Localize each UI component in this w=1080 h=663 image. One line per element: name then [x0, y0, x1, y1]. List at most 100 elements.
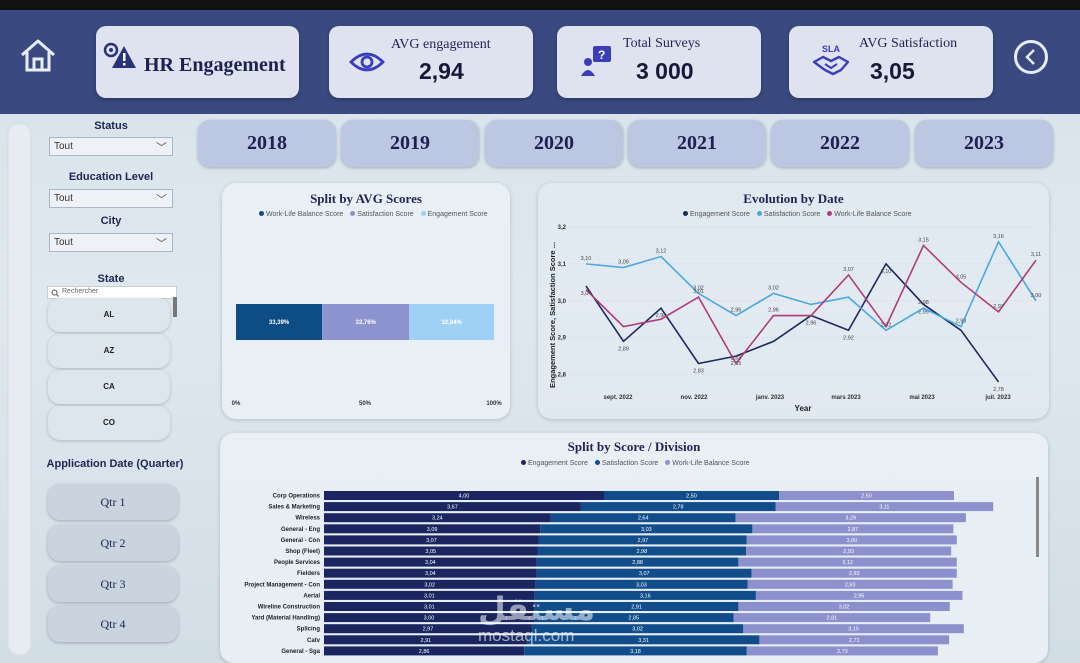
division-bar-segment	[535, 579, 748, 589]
category-label: Wireless	[295, 516, 320, 522]
division-bar-segment	[540, 524, 753, 534]
chart-legend: Engagement Score Satisfaction Score Work…	[678, 211, 912, 218]
x-tick-label: 0%	[232, 401, 241, 407]
division-bar-segment	[536, 557, 739, 567]
category-label: Sales & Marketing	[268, 505, 320, 511]
quarter-item-4[interactable]: Qtr 4	[48, 606, 178, 642]
back-arrow-icon[interactable]	[1014, 40, 1048, 74]
year-button-2020[interactable]: 2020	[485, 120, 623, 167]
division-bar-segment	[537, 546, 747, 556]
education-value: Tout	[54, 193, 73, 204]
kpi-value: 3 000	[636, 58, 694, 84]
y-tick-label: 3,1	[558, 262, 567, 268]
sla-badge: SLA	[822, 44, 841, 54]
chevron-down-icon: ﹀	[156, 238, 167, 250]
division-bar-label: 2,50	[686, 494, 697, 500]
division-bar-segment	[324, 590, 535, 600]
data-label: 3,05	[956, 274, 967, 280]
division-bar-label: 4,00	[459, 494, 470, 500]
status-value: Tout	[54, 141, 73, 152]
state-item-az[interactable]: AZ	[48, 334, 170, 368]
division-bar-label: 3,07	[426, 538, 437, 544]
category-label: Wireline Construction	[258, 605, 321, 611]
division-bar-label: 2,97	[637, 538, 648, 544]
year-button-2019[interactable]: 2019	[341, 120, 479, 167]
chart-title: Split by AVG Scores	[310, 191, 422, 206]
legend-item: Work-Life Balance Score	[834, 211, 912, 218]
division-bar-label: 2,73	[837, 649, 848, 655]
series-line-2	[585, 244, 1037, 365]
division-bar-segment	[779, 491, 954, 500]
quarter-item-3[interactable]: Qtr 3	[48, 566, 178, 602]
division-bar-label: 3,24	[432, 516, 443, 522]
quarter-item-2[interactable]: Qtr 2	[48, 525, 178, 561]
eye-icon	[349, 52, 385, 72]
chevron-down-icon: ﹀	[156, 142, 167, 154]
status-dropdown[interactable]: Tout ﹀	[49, 137, 173, 156]
legend-item: Satisfaction Score	[357, 211, 414, 218]
division-bar-label: 2,50	[861, 494, 872, 500]
division-bar-label: 3,02	[839, 605, 850, 611]
data-label: 2,98	[918, 300, 929, 306]
category-label: General - Con	[281, 538, 321, 544]
data-label: 3,07	[843, 267, 854, 273]
state-item-ca[interactable]: CA	[48, 370, 170, 404]
division-bar-segment	[746, 535, 957, 545]
page-title: HR Engagement	[144, 54, 286, 76]
data-label: 3,10	[881, 269, 892, 275]
home-icon[interactable]	[18, 36, 58, 76]
y-axis-title: Engagement Score, Satisfaction Score ...	[548, 242, 557, 388]
division-bar-label: 2,95	[854, 593, 865, 599]
category-label: General - Eng	[281, 527, 320, 533]
state-item-al[interactable]: AL	[48, 298, 170, 332]
division-bar-label: 2,86	[419, 649, 430, 655]
division-bar-segment	[534, 602, 739, 611]
state-item-co[interactable]: CO	[48, 406, 170, 440]
data-label: 2,99	[918, 309, 929, 315]
division-bar-segment	[524, 646, 747, 656]
category-label: Shop (Fleet)	[285, 549, 320, 555]
year-button-2022[interactable]: 2022	[771, 120, 909, 167]
filter-scrollbar[interactable]	[7, 122, 32, 656]
kpi-avg-engagement: AVG engagement 2,94	[329, 26, 533, 98]
kpi-total-surveys: ? Total Surveys 3 000	[557, 26, 761, 98]
state-list-scrollbar[interactable]	[173, 297, 177, 317]
kpi-label: AVG Satisfaction	[859, 36, 958, 51]
kpi-label: AVG engagement	[391, 37, 491, 52]
division-bar-segment	[324, 502, 581, 512]
division-bar-segment	[324, 579, 536, 589]
data-label: 3,09	[618, 260, 629, 266]
legend-dot	[683, 211, 688, 216]
alert-gear-icon	[103, 42, 136, 68]
year-button-2021[interactable]: 2021	[628, 120, 766, 167]
kpi-value: 3,05	[870, 58, 915, 84]
education-dropdown[interactable]: Tout ﹀	[49, 189, 173, 208]
division-bar-segment	[324, 491, 604, 500]
division-bar-label: 2,85	[628, 616, 639, 622]
data-label: 3,15	[918, 237, 929, 243]
sla-handshake-icon: SLA	[812, 44, 850, 76]
division-bar-segment	[604, 491, 779, 500]
quarter-item-1[interactable]: Qtr 1	[48, 484, 178, 520]
year-button-2018[interactable]: 2018	[198, 120, 336, 167]
division-bar-segment	[324, 602, 535, 611]
division-chart-scrollbar[interactable]	[1036, 477, 1039, 557]
chart-title: Split by Score / Division	[567, 439, 701, 454]
category-label: Fielders	[297, 571, 321, 577]
division-bar-segment	[759, 635, 950, 645]
city-value: Tout	[54, 237, 73, 248]
quarter-label: Application Date (Quarter)	[46, 458, 184, 470]
city-dropdown[interactable]: Tout ﹀	[49, 233, 173, 252]
data-label: 3,04	[581, 291, 592, 297]
legend-item: Satisfaction Score	[601, 460, 659, 467]
year-button-2023[interactable]: 2023	[915, 120, 1053, 167]
division-bar-label: 3,00	[846, 538, 857, 544]
x-tick-label: sept. 2022	[603, 395, 633, 401]
data-label: 2,97	[993, 304, 1004, 310]
division-bar-segment	[735, 513, 966, 523]
division-bar-segment	[324, 546, 538, 556]
evolution-chart: 2,8 2,9 3,0 3,1 3,2 sept. 2022 nov. 2022 janv. …	[548, 225, 1041, 413]
division-bar-segment	[747, 579, 953, 589]
legend-item: Work-Life Balance Score	[672, 460, 750, 467]
division-bar-segment	[550, 513, 736, 523]
